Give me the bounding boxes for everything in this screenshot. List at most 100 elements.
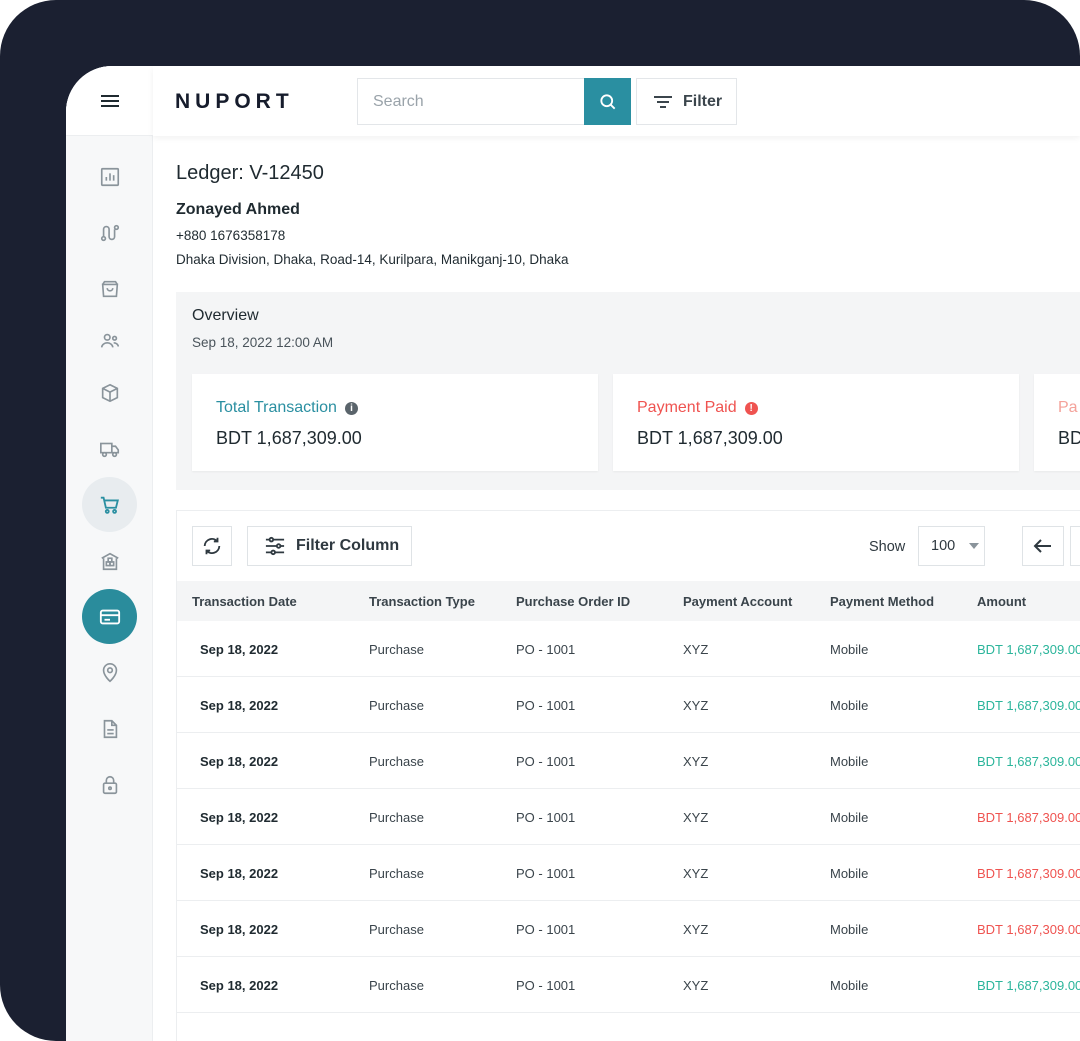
shopping-bag-icon: [101, 280, 118, 297]
table-row[interactable]: Sep 18, 2022 Purchase PO - 1001 XYZ Mobile BD…: [177, 733, 1080, 789]
cell-type: Purchase: [369, 642, 424, 657]
sidebar-item-products[interactable]: [82, 365, 137, 420]
cell-po-id: PO - 1001: [516, 866, 576, 881]
sidebar-item-documents[interactable]: [82, 701, 137, 756]
table-row[interactable]: Sep 18, 2022 Purchase PO - 1001 XYZ Mobile BD…: [177, 677, 1080, 733]
cell-amount: BDT 1,687,309.00: [977, 698, 1080, 713]
cell-amount: BDT 1,687,309.00: [977, 642, 1080, 657]
cell-date: Sep 18, 2022: [200, 698, 279, 713]
info-icon[interactable]: !: [744, 401, 758, 415]
transactions-panel: Filter Column Show 100 Transaction Date …: [176, 510, 1080, 1041]
cell-type: Purchase: [369, 866, 424, 881]
column-header[interactable]: Payment Method: [830, 594, 935, 609]
cell-date: Sep 18, 2022: [200, 978, 279, 993]
cell-method: Mobile: [830, 978, 869, 993]
app-screen: NUPORT Search Filter Ledger: V-12450 Zon…: [66, 66, 1080, 1041]
column-header[interactable]: Purchase Order ID: [516, 594, 631, 609]
overview-date: Sep 18, 2022 12:00 AM: [192, 335, 334, 350]
table-row[interactable]: Sep 18, 2022 Purchase PO - 1001 XYZ Mobile BD…: [177, 789, 1080, 845]
cell-account: XYZ: [683, 866, 709, 881]
document-icon: [103, 719, 117, 738]
menu-toggle-button[interactable]: [66, 66, 153, 136]
search-icon: [599, 93, 615, 109]
cell-method: Mobile: [830, 698, 869, 713]
card-value: BD: [1058, 428, 1080, 448]
filter-column-button[interactable]: Filter Column: [247, 526, 412, 566]
table-header: Transaction Date Transaction Type Purcha…: [177, 581, 1080, 621]
table-row[interactable]: Sep 18, 2022 Purchase PO - 1001 XYZ Mobile BD…: [177, 901, 1080, 957]
column-header[interactable]: Transaction Date: [192, 594, 297, 609]
cell-method: Mobile: [830, 754, 869, 769]
cell-method: Mobile: [830, 810, 869, 825]
table-row[interactable]: Sep 18, 2022 Purchase PO - 1001 XYZ Mobile BD…: [177, 957, 1080, 1013]
truck-icon: [99, 442, 119, 457]
search-input[interactable]: Search: [357, 78, 584, 125]
refresh-icon: [203, 537, 221, 555]
card-value: BDT 1,687,309.00: [637, 428, 783, 448]
warehouse-icon: [100, 552, 119, 570]
caret-down-icon: [969, 543, 980, 549]
filter-column-label: Filter Column: [296, 537, 400, 554]
card-label: Total Transaction: [216, 399, 337, 416]
sidebar-item-customers[interactable]: [82, 313, 137, 368]
next-page-button[interactable]: [1070, 526, 1080, 566]
cell-po-id: PO - 1001: [516, 642, 576, 657]
cell-type: Purchase: [369, 754, 424, 769]
sidebar-item-routes[interactable]: [82, 205, 137, 260]
page-size-select[interactable]: 100: [918, 526, 985, 566]
cell-po-id: PO - 1001: [516, 754, 576, 769]
filter-lines-icon: [654, 95, 672, 108]
cell-amount: BDT 1,687,309.00: [977, 866, 1080, 881]
cell-po-id: PO - 1001: [516, 810, 576, 825]
column-header[interactable]: Amount: [977, 594, 1027, 609]
customer-address: Dhaka Division, Dhaka, Road-14, Kurilpar…: [176, 252, 569, 267]
cell-type: Purchase: [369, 698, 424, 713]
route-icon: [100, 224, 119, 241]
sidebar-item-ledger[interactable]: [82, 589, 137, 644]
show-label: Show: [869, 539, 906, 555]
overview-title: Overview: [192, 307, 259, 324]
cell-po-id: PO - 1001: [516, 922, 576, 937]
sidebar-item-dashboard[interactable]: [82, 149, 137, 204]
cell-amount: BDT 1,687,309.00: [977, 978, 1080, 993]
main-content: Ledger: V-12450 Zonayed Ahmed +880 16763…: [153, 136, 1080, 1041]
sidebar-item-warehouse[interactable]: [82, 533, 137, 588]
summary-card-payment-paid: Payment Paid ! BDT 1,687,309.00: [613, 374, 1019, 471]
table-row[interactable]: Sep 18, 2022 Purchase PO - 1001 XYZ Mobile BD…: [177, 621, 1080, 677]
sidebar-item-shipping[interactable]: [82, 421, 137, 476]
cell-date: Sep 18, 2022: [200, 866, 279, 881]
prev-page-button[interactable]: [1022, 526, 1064, 566]
sidebar-item-cart[interactable]: [82, 477, 137, 532]
cell-date: Sep 18, 2022: [200, 810, 279, 825]
customer-phone: +880 1676358178: [176, 228, 286, 243]
column-header[interactable]: Transaction Type: [369, 594, 475, 609]
brand-logo[interactable]: NUPORT: [175, 90, 294, 113]
sliders-icon: [265, 536, 285, 556]
credit-card-icon: [99, 609, 120, 624]
card-value: BDT 1,687,309.00: [216, 428, 362, 448]
sidebar-item-security[interactable]: [82, 757, 137, 812]
cell-po-id: PO - 1001: [516, 978, 576, 993]
summary-card-total-transaction: Total Transaction i BDT 1,687,309.00: [192, 374, 598, 471]
cell-amount: BDT 1,687,309.00: [977, 754, 1080, 769]
sidebar-item-locations[interactable]: [82, 645, 137, 700]
filter-button[interactable]: Filter: [636, 78, 737, 125]
cell-method: Mobile: [830, 642, 869, 657]
overview-section: Overview Sep 18, 2022 12:00 AM Total Tra…: [176, 292, 1080, 490]
cell-type: Purchase: [369, 922, 424, 937]
summary-card-partial: Pa BD: [1034, 374, 1080, 471]
page-title: Ledger: V-12450: [176, 162, 324, 184]
cell-amount: BDT 1,687,309.00: [977, 810, 1080, 825]
sidebar-item-orders[interactable]: [82, 261, 137, 316]
table-row[interactable]: Sep 18, 2022 Purchase PO - 1001 XYZ Mobile BD…: [177, 845, 1080, 901]
cell-account: XYZ: [683, 698, 709, 713]
refresh-button[interactable]: [192, 526, 232, 566]
search-button[interactable]: [584, 78, 631, 125]
filter-button-label: Filter: [683, 92, 723, 110]
info-icon[interactable]: i: [344, 401, 358, 415]
cell-type: Purchase: [369, 978, 424, 993]
cart-icon: [100, 496, 119, 514]
column-header[interactable]: Payment Account: [683, 594, 793, 609]
cell-amount: BDT 1,687,309.00: [977, 922, 1080, 937]
